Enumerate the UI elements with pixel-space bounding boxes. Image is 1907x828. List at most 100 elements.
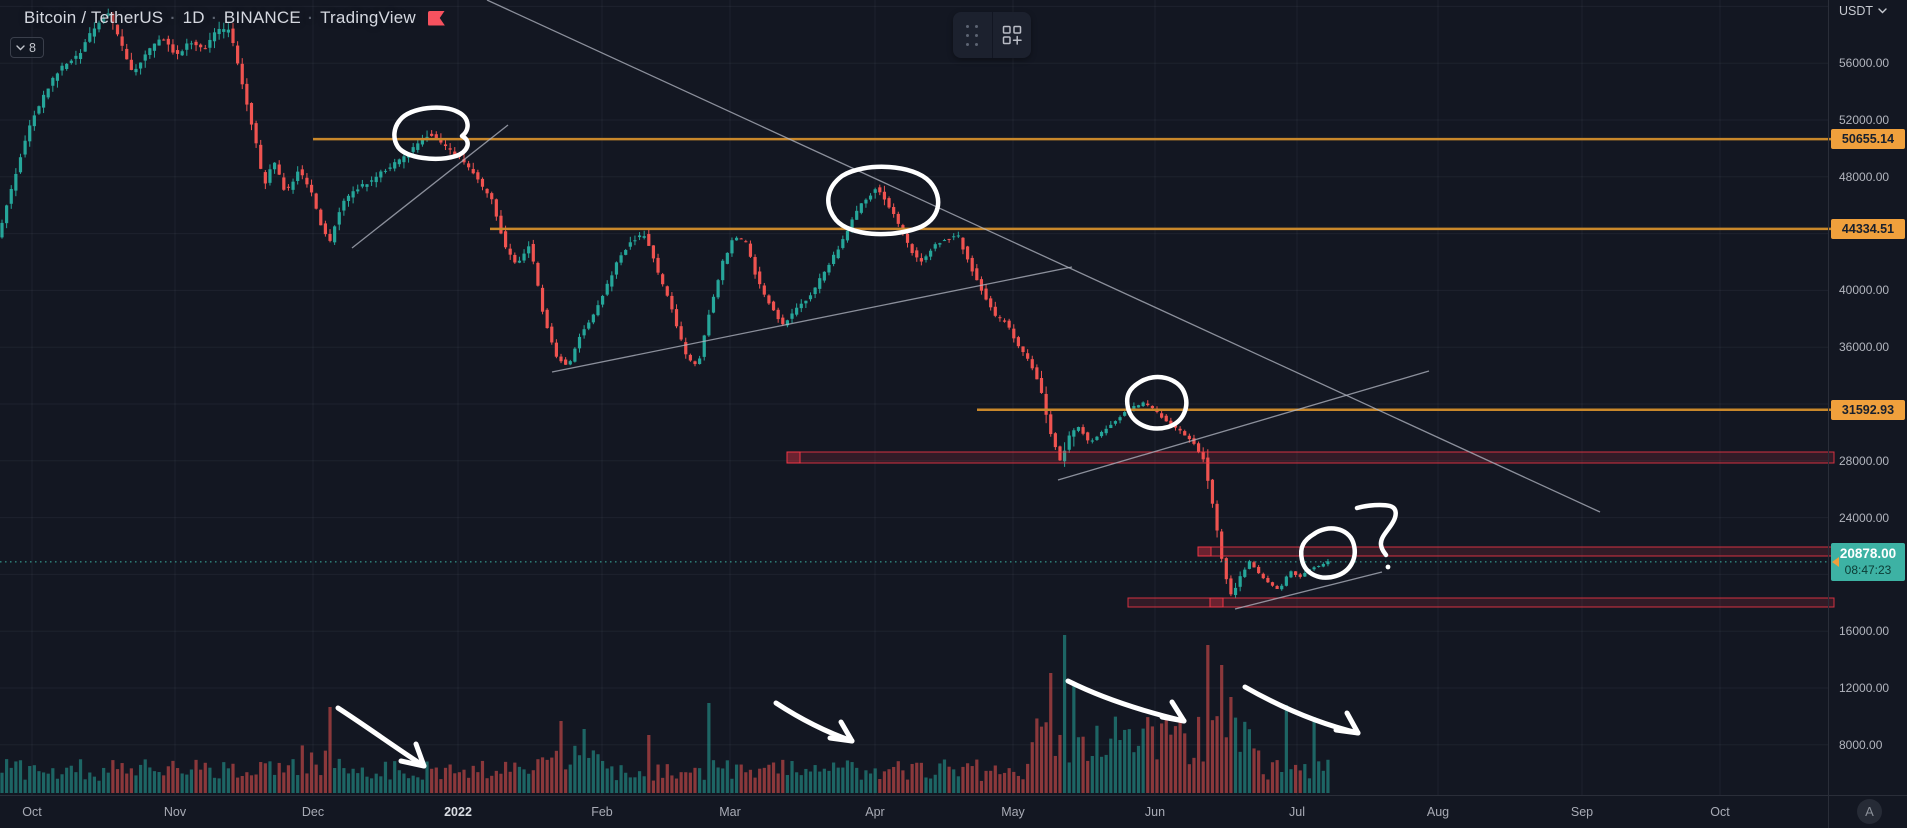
candle (1321, 563, 1325, 567)
candle (115, 24, 120, 35)
time-axis-label[interactable]: Mar (719, 805, 741, 819)
drawings-count-button[interactable]: 8 (10, 37, 44, 58)
trend-line[interactable] (486, 0, 1601, 513)
candle (947, 238, 951, 240)
hand-drawn-circle[interactable] (392, 105, 470, 162)
candle (1294, 571, 1298, 575)
hand-drawn-arrow[interactable] (335, 705, 427, 769)
candle (619, 255, 623, 263)
candle (989, 298, 993, 308)
brand-label[interactable]: TradingView (320, 8, 416, 27)
candle (434, 134, 438, 139)
hand-drawn-question-mark[interactable] (1354, 502, 1398, 558)
candle (194, 41, 198, 46)
time-axis-label[interactable]: Aug (1426, 805, 1450, 819)
candle (1312, 567, 1316, 570)
candle (1072, 430, 1076, 437)
hand-drawn-circle[interactable] (1124, 374, 1189, 431)
candle (1280, 585, 1284, 590)
candle (494, 199, 498, 217)
volume-bar (356, 773, 360, 793)
candle (162, 39, 166, 41)
drag-handle-icon[interactable] (953, 12, 992, 58)
volume-bar (661, 777, 665, 793)
candle (134, 68, 138, 73)
volume-bar (596, 754, 600, 793)
volume-bar (425, 761, 429, 793)
price-zone[interactable] (786, 451, 1835, 464)
price-tick-label: 12000.00 (1839, 681, 1890, 695)
time-axis-label[interactable]: Feb (591, 805, 613, 819)
arrowhead (398, 741, 427, 769)
symbol-name[interactable]: Bitcoin / TetherUS (24, 8, 164, 27)
volume-bar (305, 773, 309, 793)
time-axis-label[interactable]: Oct (1710, 805, 1730, 819)
zones-layer (786, 451, 1835, 608)
candle (333, 226, 337, 243)
candle (1215, 503, 1219, 531)
time-axis-label[interactable]: Jul (1289, 805, 1305, 819)
time-axis-label[interactable]: Dec (301, 805, 325, 819)
volume-bar (1294, 764, 1298, 793)
candle (730, 240, 734, 254)
candle (596, 305, 600, 316)
zone-handle[interactable] (786, 451, 801, 464)
trend-line[interactable] (1234, 571, 1383, 610)
volume-bar (1252, 748, 1256, 793)
volume-bar (328, 707, 332, 793)
zone-handle[interactable] (1197, 546, 1212, 557)
candle (605, 283, 609, 295)
volume-bar (647, 735, 651, 793)
interval-label[interactable]: 1D (182, 8, 205, 27)
trend-line[interactable] (551, 266, 1073, 373)
time-axis-label[interactable]: Oct (22, 805, 42, 819)
volume-bar (32, 765, 36, 793)
candle (92, 28, 96, 37)
volume-bar (859, 779, 863, 793)
manage-layouts-icon[interactable] (991, 12, 1032, 58)
time-axis[interactable]: Oct Nov Dec 2022 Feb Mar Apr May Jun Jul Aug Sep Oct (0, 795, 1828, 828)
hand-drawn-circle[interactable] (826, 164, 941, 237)
candle (577, 336, 582, 349)
volume-bar (462, 769, 466, 793)
corner-a-button[interactable]: A (1857, 799, 1882, 824)
volume-bar (351, 768, 355, 793)
trend-line[interactable] (351, 124, 509, 249)
candle (286, 186, 291, 188)
time-axis-label[interactable]: Jun (1144, 805, 1166, 819)
candle (365, 184, 369, 187)
trend-line[interactable] (1057, 370, 1430, 481)
candle (827, 264, 831, 273)
candle (1039, 378, 1044, 393)
candle (564, 359, 568, 365)
zone-handle[interactable] (1209, 597, 1224, 608)
candle (69, 60, 73, 63)
candle (462, 159, 466, 163)
currency-selector[interactable]: USDT (1839, 4, 1887, 18)
price-scale[interactable]: USDT 56000.00 52000.00 48000.00 40000.00 360… (1828, 0, 1907, 795)
candle (688, 354, 692, 361)
volume-bar (674, 778, 679, 793)
hand-drawn-circle[interactable] (1298, 526, 1357, 580)
time-axis-label[interactable]: Apr (865, 805, 885, 819)
time-axis-label[interactable]: Sep (1570, 805, 1594, 819)
volume-bar (115, 769, 120, 793)
price-zone[interactable] (1197, 546, 1835, 557)
volume-bar (1039, 726, 1044, 793)
time-axis-label[interactable]: Nov (163, 805, 187, 819)
flag-icon[interactable] (427, 10, 445, 26)
price-zone[interactable] (1127, 597, 1835, 608)
time-axis-label[interactable]: May (1001, 805, 1025, 819)
volume-bar (1081, 736, 1085, 793)
horizontal-lines-layer (313, 137, 1836, 412)
hand-drawn-arrow[interactable] (1065, 678, 1187, 724)
exchange-label[interactable]: BINANCE (223, 8, 301, 27)
hand-drawn-arrow[interactable] (1242, 684, 1361, 736)
volume-bar (319, 775, 323, 793)
candle (1229, 578, 1233, 595)
candle (291, 181, 295, 190)
volume-bar (1067, 762, 1071, 793)
time-axis-label[interactable]: 2022 (444, 805, 472, 819)
volume-bar (1275, 760, 1279, 793)
